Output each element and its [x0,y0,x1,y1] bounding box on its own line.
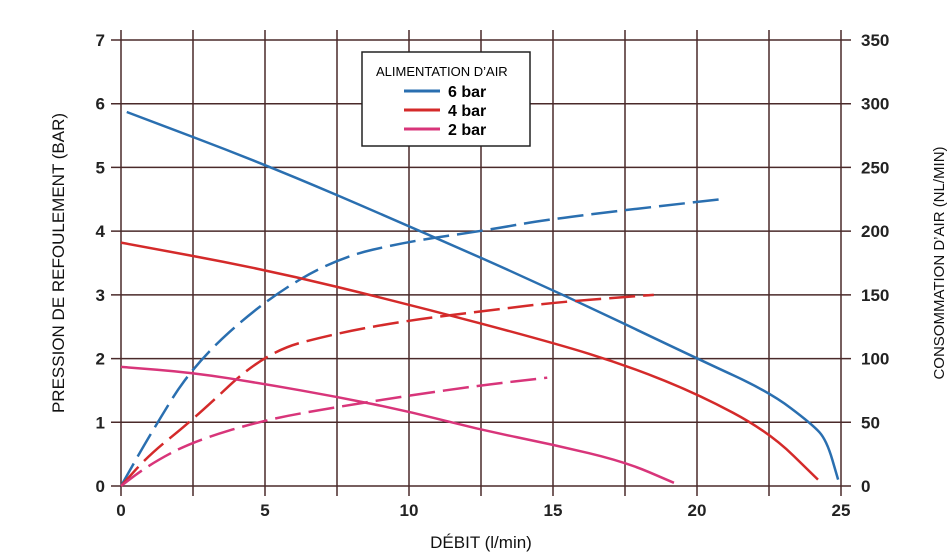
legend-entry-2bar: 2 bar [448,122,486,139]
series-line-4bar-solid [120,241,819,481]
legend-entry-4bar: 4 bar [448,103,486,120]
legend: ALIMENTATION D’AIR 6 bar 4 bar 2 bar [361,51,531,147]
legend-title: ALIMENTATION D’AIR [376,64,508,79]
x-tick-label: 15 [544,501,563,520]
x-tick-label: 25 [832,501,851,520]
x-tick-label: 20 [688,501,707,520]
y-tick-label: 6 [96,95,105,114]
y2-tick-label: 50 [861,413,880,432]
y-tick-label: 3 [96,286,105,305]
x-tick-label: 10 [400,501,419,520]
y2-tick-label: 150 [861,286,889,305]
y-tick-label: 1 [96,413,105,432]
series-group [119,110,840,487]
y2-tick-label: 100 [861,350,889,369]
series-line-4bar-dashed [120,293,654,487]
y-tick-label: 4 [96,222,106,241]
y2-tick-label: 200 [861,222,889,241]
series-line-2bar-solid [120,365,675,484]
y-tick-label: 5 [96,158,105,177]
y-tick-label: 2 [96,350,105,369]
x-tick-label: 0 [116,501,125,520]
series-line-6bar-solid [126,110,840,480]
y-axis-label: PRESSION DE REFOULEMENT (BAR) [49,113,68,413]
y2-tick-label: 250 [861,158,889,177]
y2-tick-label: 350 [861,31,889,50]
y2-axis-label: CONSOMMATION D’AIR (NL/MIN) [931,146,948,379]
legend-box [361,51,531,147]
legend-entry-6bar: 6 bar [448,84,486,101]
series-line-6bar-dashed [119,198,721,487]
x-tick-label: 5 [260,501,269,520]
x-axis-label: DÉBIT (l/min) [430,533,532,552]
y-tick-label: 7 [96,31,105,50]
y2-tick-label: 0 [861,477,870,496]
y2-tick-label: 300 [861,95,889,114]
series-line-2bar-dashed [120,376,548,487]
y-tick-label: 0 [96,477,105,496]
